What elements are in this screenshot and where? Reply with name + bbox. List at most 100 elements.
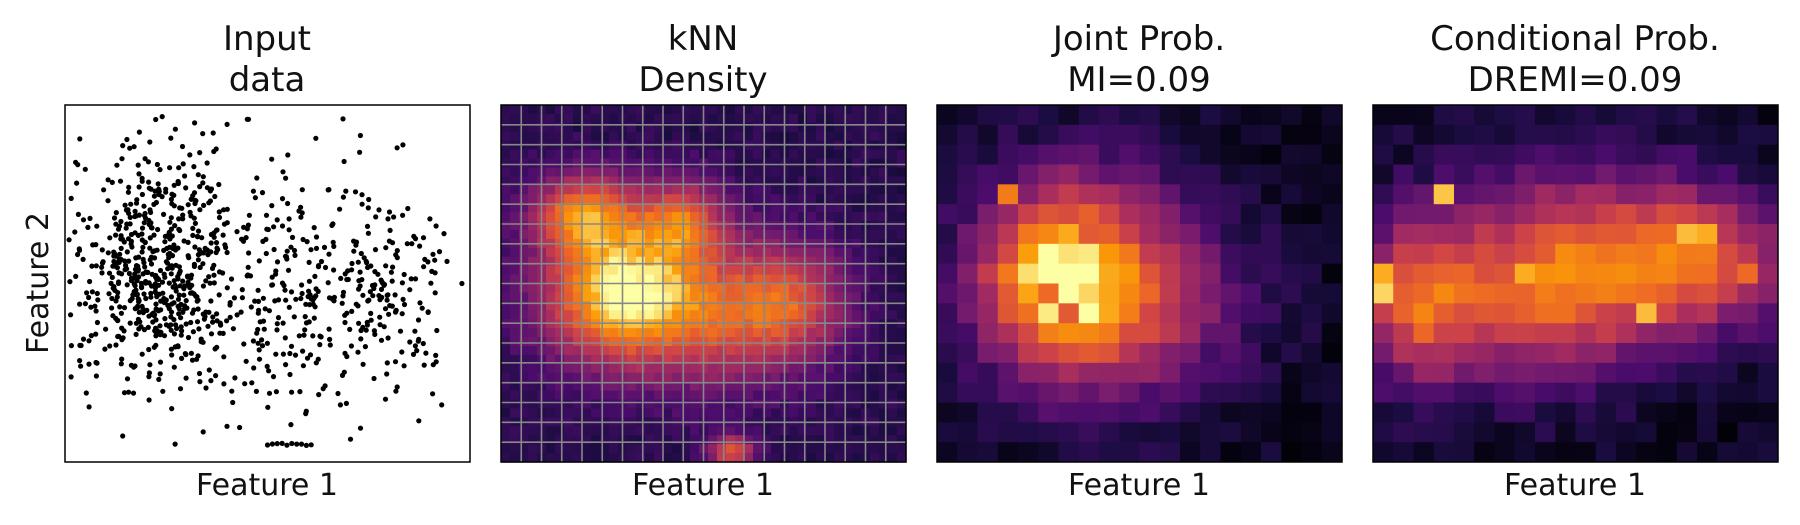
knn-density-cell: [672, 113, 682, 124]
scatter-point: [156, 376, 162, 382]
knn-density-cell: [591, 426, 601, 436]
scatter-point: [121, 305, 128, 311]
knn-density-cell: [753, 203, 763, 213]
knn-density-cell: [564, 221, 574, 231]
scatter-point: [169, 201, 175, 207]
scatter-point: [399, 349, 405, 355]
heatmap-cell: [1595, 422, 1617, 443]
heatmap-cell: [1535, 402, 1556, 423]
scatter-point: [260, 238, 266, 244]
heatmap-cell: [1220, 362, 1242, 384]
knn-density-cell: [609, 158, 619, 169]
knn-density-cell: [501, 194, 511, 204]
scatter-point: [427, 216, 433, 222]
knn-density-cell: [735, 212, 745, 222]
scatter-point: [139, 225, 146, 231]
knn-density-cell: [546, 149, 556, 160]
scatter-point: [181, 292, 187, 298]
knn-density-cell: [708, 328, 718, 338]
heatmap-cell: [1514, 283, 1536, 304]
heatmap-cell: [1078, 224, 1100, 245]
heatmap-cell: [1636, 184, 1657, 205]
knn-density-cell: [852, 185, 862, 195]
scatter-point: [412, 276, 419, 282]
heatmap-cell: [1099, 144, 1120, 165]
title-input-data-line1: Input: [223, 19, 311, 59]
knn-density-cell: [888, 203, 898, 213]
knn-density-cell: [591, 301, 601, 311]
heatmap-cell: [1575, 243, 1597, 265]
knn-density-cell: [627, 229, 637, 240]
heatmap-cell: [1301, 243, 1323, 265]
knn-density-cell: [852, 301, 862, 311]
knn-density-cell: [870, 292, 880, 302]
knn-density-cell: [546, 292, 556, 302]
heatmap-cell: [1078, 243, 1100, 265]
scatter-point: [345, 268, 351, 274]
knn-density-cell: [852, 176, 862, 186]
xlabel-joint: Feature 1: [1068, 468, 1210, 503]
heatmap-cell: [1281, 323, 1302, 344]
knn-density-cell: [807, 435, 817, 445]
knn-density-cell: [600, 122, 610, 133]
scatter-point: [118, 361, 124, 367]
scatter-point: [412, 343, 418, 349]
scatter-point: [335, 390, 341, 397]
knn-density-cell: [852, 158, 862, 169]
heatmap-cell: [1281, 402, 1302, 423]
scatter-point: [372, 331, 378, 337]
heatmap-cell: [1555, 184, 1576, 205]
knn-density-cell: [771, 310, 781, 320]
heatmap-cell: [1514, 402, 1536, 423]
knn-density-cell: [789, 203, 799, 213]
scatter-point: [246, 250, 252, 256]
knn-density-cell: [717, 131, 727, 142]
heatmap-cell: [1373, 382, 1394, 403]
heatmap-cell: [1494, 243, 1516, 265]
heatmap-cell: [1413, 164, 1435, 185]
knn-density-cell: [591, 453, 601, 463]
scatter-point: [74, 180, 80, 186]
heatmap-cell: [1321, 442, 1343, 463]
knn-density-cell: [645, 229, 655, 240]
scatter-point: [384, 371, 390, 377]
scatter-point: [159, 194, 165, 200]
scatter-point: [279, 196, 286, 202]
knn-density-cell: [546, 301, 556, 311]
knn-density-cell: [879, 158, 889, 169]
knn-density-cell: [645, 354, 655, 365]
scatter-point: [363, 327, 369, 333]
knn-density-cell: [879, 149, 889, 160]
scatter-point: [92, 303, 98, 309]
knn-density-cell: [843, 363, 853, 374]
knn-density-cell: [807, 122, 817, 133]
knn-density-cell: [582, 158, 592, 169]
knn-density-cell: [582, 453, 592, 463]
knn-density-cell: [816, 176, 826, 186]
scatter-point: [191, 261, 197, 267]
scatter-point: [312, 273, 318, 279]
knn-density-cell: [708, 399, 718, 410]
knn-density-cell: [798, 381, 808, 392]
knn-density-cell: [789, 113, 799, 124]
scatter-point: [211, 272, 217, 278]
heatmap-cell: [1038, 224, 1059, 245]
heatmap-cell: [1474, 283, 1495, 304]
knn-density-cell: [573, 283, 583, 294]
scatter-point: [308, 247, 314, 253]
scatter-point: [73, 273, 79, 279]
heatmap-cell: [1159, 343, 1181, 364]
scatter-point: [305, 294, 311, 300]
knn-density-cell: [753, 390, 763, 401]
heatmap-cell: [957, 323, 978, 344]
knn-density-cell: [654, 176, 664, 186]
knn-density-cell: [609, 337, 619, 347]
knn-density-cell: [627, 390, 637, 401]
knn-density-cell: [735, 194, 745, 204]
knn-density-cell: [816, 408, 826, 418]
scatter-point: [161, 211, 167, 217]
scatter-point: [124, 282, 130, 288]
knn-density-cell: [816, 301, 826, 311]
knn-density-cell: [501, 426, 511, 436]
knn-density-cell: [528, 328, 538, 338]
